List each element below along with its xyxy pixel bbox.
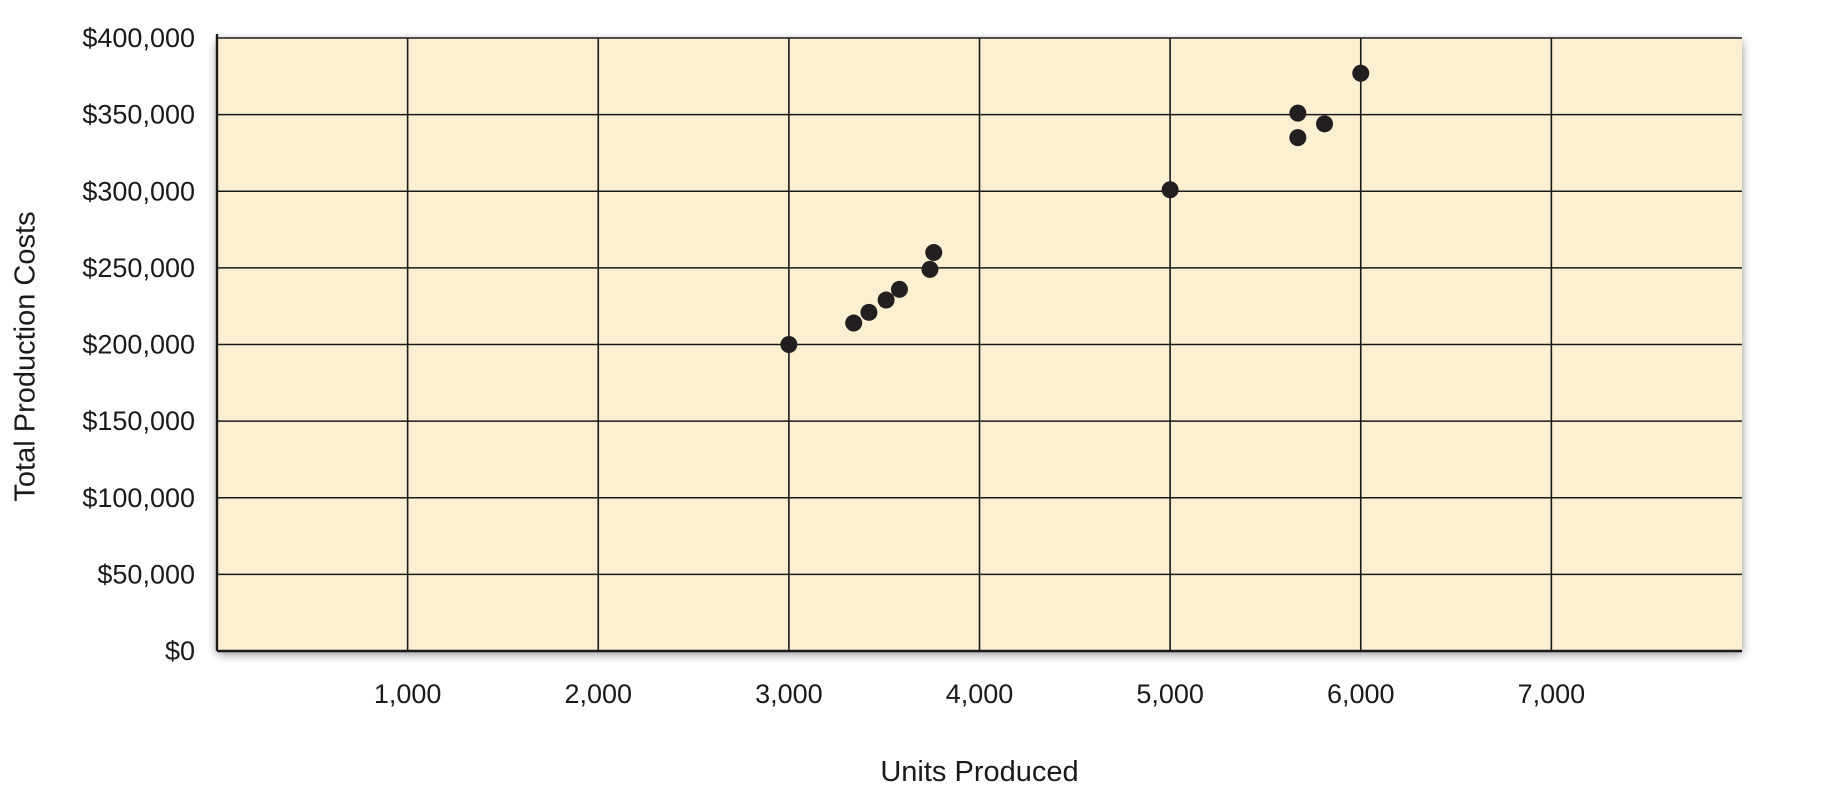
y-tick-label: $200,000 [82,330,195,360]
y-tick-label: $250,000 [82,253,195,283]
data-point-3 [877,291,895,309]
data-point-1 [845,314,863,332]
x-tick-label: 6,000 [1327,679,1395,709]
x-axis-title: Units Produced [880,756,1078,787]
data-point-9 [1289,104,1307,122]
x-tick-label: 5,000 [1136,679,1204,709]
data-point-2 [860,303,878,321]
y-axis-title: Total Production Costs [10,211,42,501]
y-tick-label: $50,000 [97,559,195,589]
y-tick-label: $0 [165,636,195,666]
data-point-8 [1289,129,1307,147]
y-tick-label: $400,000 [82,23,195,53]
y-axis-tick-labels: $0 $50,000 $100,000 $150,000 $200,000 $250,00… [82,23,195,666]
x-tick-label: 4,000 [946,679,1014,709]
y-tick-label: $150,000 [82,406,195,436]
axes [215,34,1742,653]
data-point-10 [1316,115,1334,133]
data-point-7 [1161,181,1179,199]
data-point-5 [921,260,939,278]
y-tick-label: $100,000 [82,483,195,513]
x-tick-label: 7,000 [1518,679,1586,709]
data-points [780,64,1370,353]
data-point-4 [890,280,908,298]
x-tick-label: 3,000 [755,679,823,709]
x-axis-tick-labels: 1,000 2,000 3,000 4,000 5,000 6,000 7,000 [374,679,1585,709]
y-tick-label: $350,000 [82,100,195,130]
y-tick-label: $300,000 [82,176,195,206]
x-tick-label: 2,000 [564,679,632,709]
data-point-6 [925,244,943,262]
x-tick-label: 1,000 [374,679,442,709]
data-point-11 [1352,64,1370,82]
data-point-0 [780,336,798,353]
